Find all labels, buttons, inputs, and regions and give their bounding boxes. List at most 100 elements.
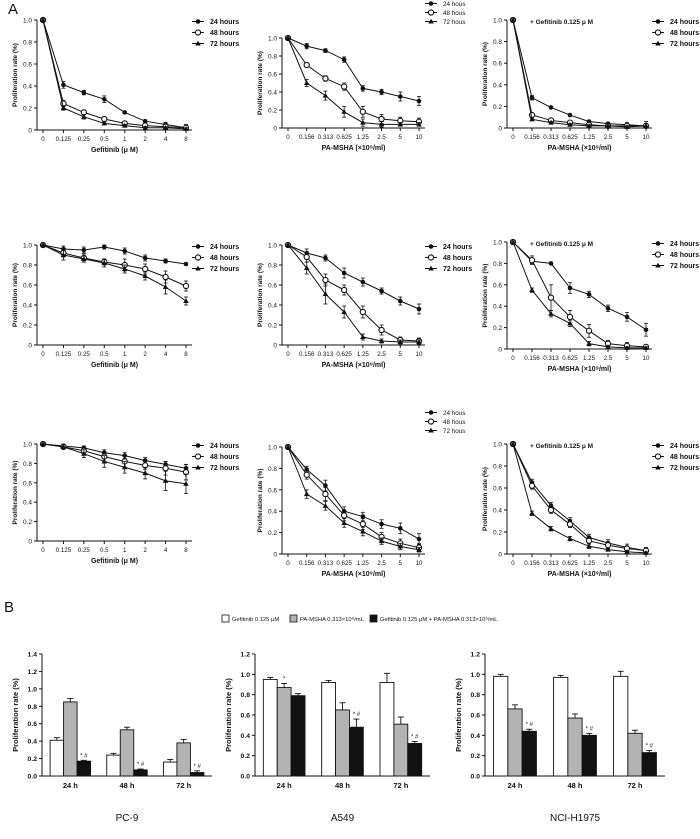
legend-marker — [195, 40, 201, 46]
bar — [641, 752, 657, 777]
data-point — [416, 98, 422, 104]
legend-label: 72 hours — [670, 465, 699, 472]
data-point — [397, 298, 403, 304]
chart-title: A549 — [331, 813, 355, 824]
data-point — [285, 242, 291, 247]
y-tick-label: 1.0 — [23, 243, 32, 250]
bar-legend: Gefitinib 0.125 μM PA-MSHA 0.313×10⁹/mL Ge… — [221, 614, 498, 623]
bar — [63, 701, 78, 777]
bar — [553, 676, 569, 777]
y-tick-label: 0.6 — [28, 721, 38, 728]
y-tick-label: 0.6 — [493, 61, 502, 68]
legend-marker — [195, 265, 201, 271]
data-point — [121, 464, 128, 470]
data-point — [304, 43, 310, 49]
y-tick-label: 1.0 — [268, 36, 277, 43]
data-point — [510, 441, 516, 446]
data-point — [81, 114, 87, 119]
line-chart-a1: 0 0.2 0.4 0.6 0.8 1.0 0 0.125 0.25 0.5 1 2 4 8 Gefitin… — [12, 16, 239, 154]
legend-item: 24 hours — [425, 244, 472, 251]
y-tick-label: 0.2 — [268, 530, 277, 537]
x-tick-label: 1.25 — [357, 560, 370, 567]
legend-swatch — [369, 614, 378, 623]
x-tick-label: 5 — [399, 351, 403, 358]
x-tick-label: 0.313 — [543, 134, 559, 141]
y-axis-label: Proliferation rate (%) — [12, 461, 19, 525]
legend-title: + Gefitinib 0.125 μ M — [530, 443, 593, 450]
data-point — [285, 35, 291, 40]
data-point — [341, 309, 347, 314]
legend-marker — [427, 9, 435, 16]
y-tick-label: 0.8 — [493, 464, 502, 471]
data-point — [60, 105, 67, 110]
data-point — [378, 115, 385, 123]
data-point — [81, 450, 87, 456]
y-axis-label: Proliferation rate (%) — [257, 469, 264, 533]
y-axis-label: Proliferation rate (%) — [11, 678, 20, 752]
y-tick-label: 0.4 — [23, 500, 32, 507]
data-point — [643, 345, 649, 350]
y-tick-label: 1.0 — [493, 442, 502, 449]
legend-title: + Gefitinib 0.125 μ M — [530, 241, 593, 248]
legend-item: 48 hours — [192, 254, 239, 262]
data-point — [322, 75, 329, 82]
data-point — [397, 121, 404, 127]
x-tick-label: 1 — [123, 136, 127, 143]
y-tick-label: 0.8 — [493, 261, 502, 268]
data-point — [529, 287, 535, 293]
bar — [613, 675, 629, 777]
data-point — [285, 444, 291, 449]
data-point — [586, 340, 592, 346]
data-point — [61, 82, 66, 88]
x-tick-label: 0 — [286, 560, 290, 567]
legend-marker — [655, 262, 661, 268]
data-point — [378, 538, 385, 544]
bar — [189, 772, 205, 777]
x-axis-label: PA-MSHA (×10⁹/ml) — [322, 145, 386, 152]
x-tick-label: 0.156 — [524, 134, 540, 141]
legend-marker — [194, 29, 202, 36]
legend-item: 24 hours — [652, 19, 699, 26]
legend-item: 72 hous — [425, 427, 465, 435]
data-point — [624, 314, 630, 320]
x-tick-label: 1.25 — [583, 560, 596, 567]
data-point — [567, 535, 573, 541]
bar — [627, 732, 643, 777]
series-line — [287, 446, 420, 551]
y-tick-label: 0 — [273, 343, 277, 350]
legend-marker — [428, 1, 434, 6]
legend-marker — [655, 40, 661, 46]
data-point — [416, 546, 422, 552]
legend-label: Gefitinib 0.125 μM + PA-MSHA 0.313×10⁹/m… — [380, 616, 498, 623]
series-48-hours — [39, 16, 190, 131]
legend-marker — [194, 254, 202, 261]
legend-item: 72 hours — [652, 262, 699, 270]
line-chart-a8: 0 0.2 0.4 0.6 0.8 1.0 0 0.156 0.313 0.625 1.25 2.5 5… — [257, 410, 465, 578]
legend-item: 48 hours — [425, 254, 472, 262]
chart-title: PC-9 — [116, 813, 139, 824]
legend-marker — [654, 251, 662, 258]
x-axis-label: PA-MSHA (×10⁹/ml) — [322, 571, 386, 578]
x-tick-label: 4 — [164, 351, 168, 358]
data-point — [379, 288, 384, 294]
bar — [507, 708, 523, 777]
x-tick-label: 0.5 — [100, 136, 109, 143]
x-tick-label: 24 h — [507, 781, 522, 790]
data-point — [162, 478, 169, 483]
x-tick-label: 2 — [143, 547, 147, 554]
legend-label: 72 hours — [670, 41, 699, 48]
x-tick-label: 0.125 — [56, 547, 72, 554]
y-tick-label: 0.2 — [23, 519, 32, 526]
legend-item: 72 hours — [425, 265, 472, 273]
legend-label: 48 hours — [670, 30, 699, 37]
x-tick-label: 0.313 — [318, 134, 334, 141]
data-point — [397, 94, 403, 99]
y-axis-label: Proliferation rate (%) — [454, 678, 463, 752]
x-tick-label: 1 — [123, 351, 127, 358]
legend-label: 24 hours — [210, 19, 239, 26]
panel-label-b: B — [4, 599, 14, 616]
y-tick-label: 0.4 — [241, 733, 251, 740]
y-axis-label: Proliferation rate (%) — [224, 678, 233, 752]
data-point — [378, 326, 385, 334]
x-tick-label: 10 — [416, 134, 423, 141]
